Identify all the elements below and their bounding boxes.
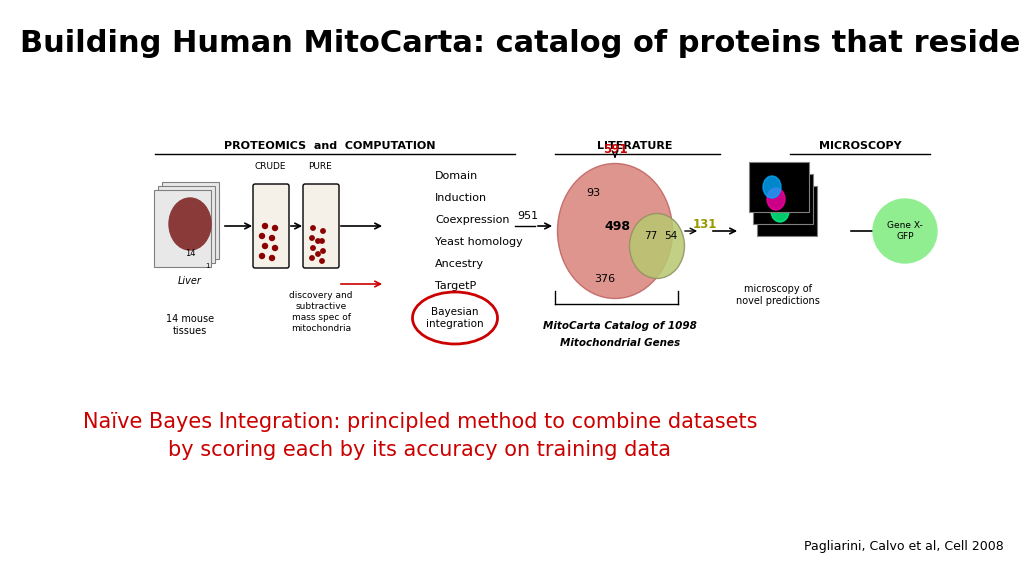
FancyBboxPatch shape (757, 186, 817, 236)
Ellipse shape (767, 188, 785, 210)
Text: 1: 1 (205, 263, 210, 269)
Text: 93: 93 (586, 188, 600, 198)
Text: TargetP: TargetP (435, 281, 476, 291)
Text: 591: 591 (603, 143, 628, 156)
Text: PROTEOMICS  and  COMPUTATION: PROTEOMICS and COMPUTATION (224, 141, 436, 151)
Text: LITERATURE: LITERATURE (597, 141, 673, 151)
Ellipse shape (557, 164, 673, 298)
Text: Mitochondrial Genes: Mitochondrial Genes (560, 338, 680, 348)
Ellipse shape (169, 198, 211, 250)
Text: Building Human MitoCarta: catalog of proteins that reside in the mitochondrion: Building Human MitoCarta: catalog of pro… (20, 29, 1024, 58)
Text: Naïve Bayes Integration: principled method to combine datasets
by scoring each b: Naïve Bayes Integration: principled meth… (83, 412, 757, 460)
Text: 131: 131 (693, 218, 717, 230)
FancyBboxPatch shape (158, 186, 215, 263)
Circle shape (262, 244, 267, 248)
Text: discovery and
subtractive
mass spec of
mitochondria: discovery and subtractive mass spec of m… (289, 291, 352, 334)
Circle shape (259, 253, 264, 259)
FancyBboxPatch shape (162, 182, 219, 259)
Ellipse shape (771, 200, 790, 222)
Circle shape (311, 246, 315, 250)
Circle shape (259, 233, 264, 238)
Circle shape (315, 252, 321, 256)
Circle shape (873, 199, 937, 263)
Circle shape (272, 245, 278, 251)
Circle shape (319, 239, 325, 243)
Text: 951: 951 (517, 211, 539, 221)
Circle shape (315, 239, 321, 243)
Text: Bayesian
integration: Bayesian integration (426, 307, 483, 329)
Text: 54: 54 (665, 231, 678, 241)
Circle shape (310, 256, 314, 260)
FancyBboxPatch shape (253, 184, 289, 268)
Text: Pagliarini, Calvo et al, Cell 2008: Pagliarini, Calvo et al, Cell 2008 (804, 540, 1004, 553)
Text: 14: 14 (184, 249, 196, 259)
Ellipse shape (413, 292, 498, 344)
Text: PURE: PURE (308, 162, 332, 171)
Circle shape (310, 236, 314, 240)
Circle shape (269, 236, 274, 241)
FancyBboxPatch shape (303, 184, 339, 268)
Text: CRUDE: CRUDE (254, 162, 286, 171)
Text: Domain: Domain (435, 171, 478, 181)
Text: Gene X-
GFP: Gene X- GFP (887, 221, 923, 241)
Text: MS/MS: MS/MS (435, 303, 472, 313)
Text: Liver: Liver (178, 276, 202, 286)
Text: 77: 77 (644, 231, 657, 241)
FancyBboxPatch shape (749, 162, 809, 212)
FancyBboxPatch shape (154, 190, 211, 267)
Circle shape (272, 225, 278, 230)
Text: 14 mouse
tissues: 14 mouse tissues (166, 314, 214, 336)
Circle shape (269, 256, 274, 260)
Ellipse shape (630, 214, 684, 279)
FancyBboxPatch shape (753, 174, 813, 224)
Circle shape (321, 229, 326, 233)
Text: Yeast homology: Yeast homology (435, 237, 522, 247)
Text: Coexpression: Coexpression (435, 215, 510, 225)
Circle shape (321, 249, 326, 253)
Ellipse shape (763, 176, 781, 198)
Circle shape (311, 226, 315, 230)
Circle shape (262, 223, 267, 229)
Text: MICROSCOPY: MICROSCOPY (818, 141, 901, 151)
Text: Induction: Induction (435, 193, 487, 203)
Circle shape (319, 259, 325, 263)
Text: Ancestry: Ancestry (435, 259, 484, 269)
Text: 376: 376 (595, 274, 615, 284)
Text: microscopy of
novel predictions: microscopy of novel predictions (736, 284, 820, 306)
Text: MitoCarta Catalog of 1098: MitoCarta Catalog of 1098 (543, 321, 697, 331)
Text: 498: 498 (604, 219, 630, 233)
